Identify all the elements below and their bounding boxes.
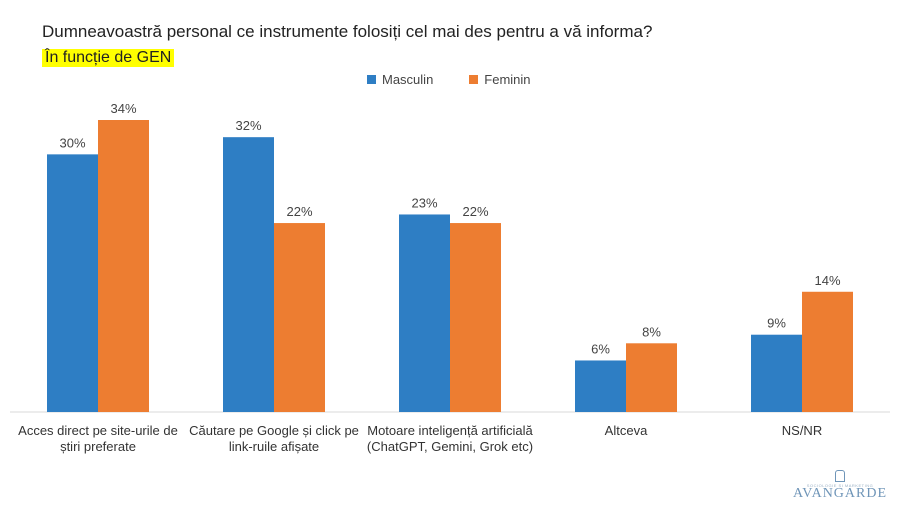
logo-tagline: SOCIOLOGIE ȘI MARKETING xyxy=(806,483,874,488)
bar-feminin-3 xyxy=(626,343,677,412)
legend-label-masculin: Masculin xyxy=(382,72,434,87)
legend-swatch-feminin xyxy=(469,75,479,84)
category-label-4-0: NS/NR xyxy=(782,423,822,438)
category-label-0-0: Acces direct pe site-urile de xyxy=(18,423,178,438)
data-label-feminin-2: 22% xyxy=(462,204,488,219)
bar-feminin-0 xyxy=(98,120,149,412)
legend-label-feminin: Feminin xyxy=(484,72,531,87)
bar-feminin-1 xyxy=(274,223,325,412)
bar-masculin-4 xyxy=(751,334,802,412)
legend: Masculin Feminin xyxy=(367,72,531,87)
data-label-masculin-0: 30% xyxy=(59,135,85,150)
category-label-2-0: Motoare inteligență artificială xyxy=(367,423,533,438)
category-label-3-0: Altceva xyxy=(605,423,648,438)
building-icon xyxy=(835,470,845,482)
bar-masculin-0 xyxy=(47,154,98,412)
data-label-feminin-4: 14% xyxy=(814,273,840,288)
bar-feminin-2 xyxy=(450,223,501,412)
chart-subtitle: În funcție de GEN xyxy=(42,49,175,67)
category-label-0-1: știri preferate xyxy=(60,439,136,454)
data-label-masculin-2: 23% xyxy=(411,195,437,210)
logo-text: AVANGARDE xyxy=(792,486,888,501)
bar-masculin-2 xyxy=(399,214,450,412)
legend-item-masculin: Masculin xyxy=(367,72,433,87)
bar-masculin-3 xyxy=(575,360,626,412)
legend-swatch-masculin xyxy=(367,75,376,84)
category-label-1-1: link-ruile afișate xyxy=(229,439,319,454)
category-label-1-0: Căutare pe Google și click pe xyxy=(189,423,359,438)
data-label-feminin-3: 8% xyxy=(642,324,661,339)
data-label-masculin-4: 9% xyxy=(767,316,786,331)
data-label-masculin-1: 32% xyxy=(235,118,261,133)
legend-item-feminin: Feminin xyxy=(469,72,531,87)
bar-masculin-1 xyxy=(223,137,274,413)
data-label-masculin-3: 6% xyxy=(591,341,610,356)
category-label-2-1: (ChatGPT, Gemini, Grok etc) xyxy=(367,439,533,454)
data-label-feminin-1: 22% xyxy=(286,204,312,219)
data-label-feminin-0: 34% xyxy=(110,101,136,116)
avangarde-logo: SOCIOLOGIE ȘI MARKETING AVANGARDE xyxy=(790,470,890,504)
bar-feminin-4 xyxy=(802,291,853,412)
chart-title: Dumneavoastră personal ce instrumente fo… xyxy=(42,22,653,41)
